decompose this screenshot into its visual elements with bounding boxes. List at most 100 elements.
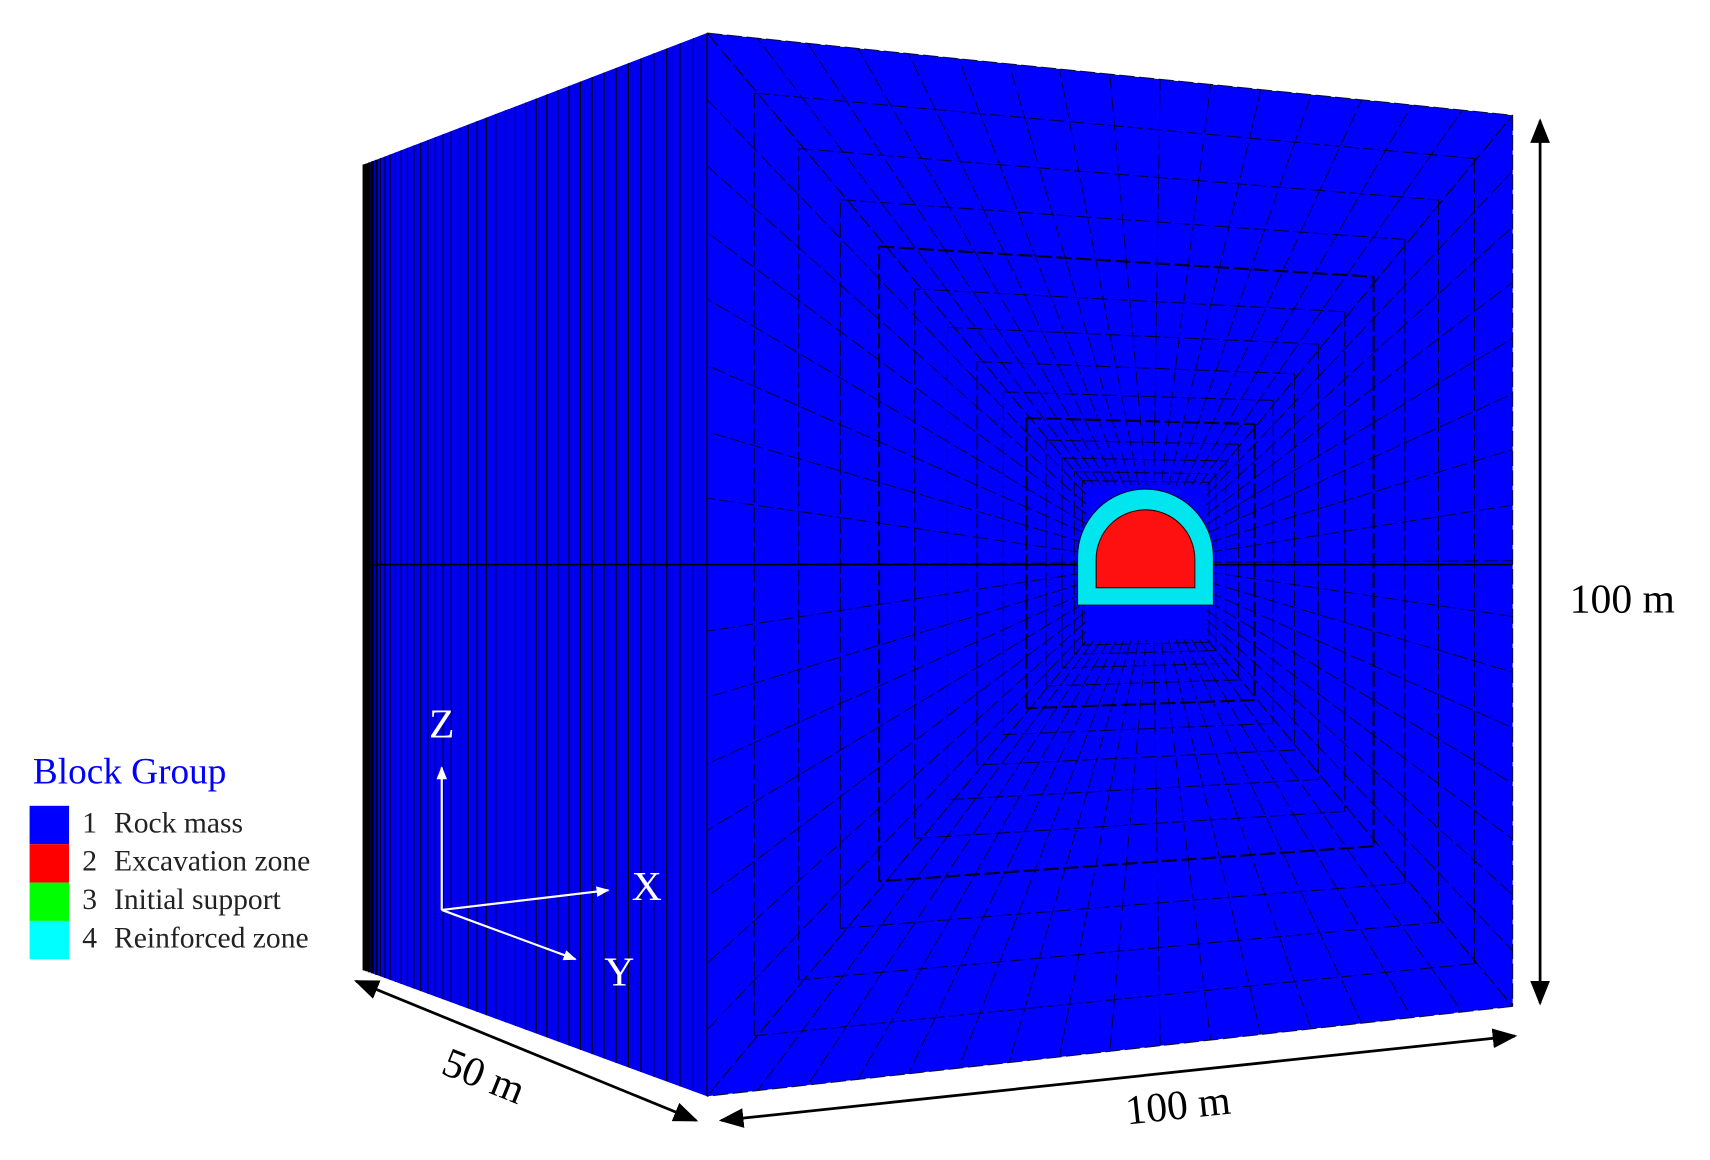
front-mesh-line: [1026, 698, 1255, 710]
excavation-zone: [1095, 509, 1196, 589]
front-mesh-line: [706, 32, 1513, 116]
front-mesh-line: [1206, 337, 1513, 525]
legend-number: 3: [82, 884, 97, 916]
front-mesh-line: [1206, 590, 1513, 729]
front-mesh-line: [1206, 628, 1514, 952]
legend-number: 1: [82, 807, 97, 839]
front-mesh-line: [976, 361, 1295, 375]
height-label: 100 m: [1570, 577, 1675, 623]
depth-arrow: [353, 979, 699, 1122]
front-mesh-line: [857, 640, 1109, 1080]
mesh: [362, 32, 1514, 1097]
front-mesh-line: [1160, 84, 1212, 486]
front-mesh-line: [1160, 639, 1212, 1041]
front-mesh-line: [1168, 89, 1262, 486]
depth-label: 50 m: [436, 1040, 532, 1114]
front-mesh-line: [1109, 74, 1147, 486]
front-mesh-line: [1206, 560, 1513, 563]
front-mesh-line: [1003, 391, 1274, 401]
front-mesh-line: [1206, 580, 1513, 673]
legend-swatch: [29, 882, 70, 921]
front-mesh-line: [1168, 639, 1262, 1035]
front-mesh-line: [857, 48, 1109, 485]
front-mesh-line: [1045, 439, 1239, 445]
front-mesh-line: [958, 58, 1124, 485]
front-mesh-line: [706, 298, 1086, 524]
front-mesh-line: [908, 640, 1117, 1075]
front-mesh-line: [1198, 109, 1463, 486]
front-mesh-line: [706, 611, 1086, 898]
front-mesh-line: [706, 572, 1086, 632]
front-mesh-line: [1183, 99, 1363, 486]
front-mesh-line: [706, 601, 1086, 831]
front-mesh-line: [1059, 640, 1139, 1058]
front-mesh-line: [706, 431, 1086, 544]
front-mesh-line: [1206, 226, 1513, 506]
legend-title: Block Group: [33, 752, 226, 793]
front-mesh-line: [706, 497, 1086, 554]
width-label: 100 m: [1123, 1078, 1232, 1135]
legend-label: Reinforced zone: [114, 922, 309, 954]
front-mesh-line: [1183, 639, 1363, 1024]
legend-label: Rock mass: [114, 807, 243, 839]
front-mesh-line: [976, 749, 1295, 766]
front-mesh-line: [1206, 638, 1514, 1007]
legend-label: Initial support: [114, 884, 282, 916]
front-mesh-line: [706, 582, 1086, 698]
width-arrow: [718, 1028, 1518, 1128]
front-mesh-line: [798, 148, 1439, 201]
legend-number: 2: [82, 846, 97, 878]
front-mesh-line: [707, 562, 1086, 566]
front-mesh-line: [1191, 638, 1413, 1018]
front-mesh-line: [798, 921, 1439, 981]
x-axis-label: X: [632, 864, 662, 910]
front-mesh-line: [914, 811, 1345, 839]
legend-number: 4: [82, 922, 97, 954]
front-mesh-line: [1206, 393, 1513, 534]
front-mesh-line: [1206, 571, 1513, 617]
front-mesh-line: [1198, 638, 1463, 1013]
front-mesh-line: [1206, 609, 1513, 840]
y-axis: [441, 908, 577, 961]
x-axis: [441, 886, 610, 912]
tunnel: [1076, 488, 1214, 606]
front-mesh-line: [1206, 114, 1514, 487]
front-mesh-line: [1059, 68, 1139, 485]
legend-swatch: [29, 844, 70, 883]
legend-label: Excavation zone: [114, 846, 310, 878]
front-mesh-line: [807, 640, 1102, 1086]
front-mesh-line: [1175, 94, 1312, 486]
front-mesh-line: [1206, 281, 1513, 515]
z-axis-label: Z: [429, 702, 454, 748]
front-mesh-line: [1045, 679, 1239, 687]
front-mesh-line: [807, 43, 1102, 485]
front-mesh-line: [914, 288, 1345, 313]
y-axis-label: Y: [604, 949, 634, 995]
front-mesh-line: [1191, 104, 1413, 486]
front-mesh-line: [958, 640, 1124, 1069]
front-mesh-line: [1206, 600, 1513, 784]
front-mesh-line: [1175, 639, 1312, 1030]
legend-swatch: [29, 805, 70, 845]
front-mesh-line: [757, 37, 1094, 485]
front-mesh-line: [706, 631, 1087, 1031]
front-mesh-line: [706, 591, 1086, 765]
front-mesh-line: [1026, 416, 1255, 426]
front-mesh-line: [706, 165, 1086, 505]
front-mesh-line: [1003, 722, 1274, 736]
legend-swatch: [29, 920, 70, 960]
front-mesh-line: [1008, 63, 1132, 485]
front-mesh-line: [706, 364, 1086, 534]
front-mesh-line: [1109, 640, 1147, 1052]
front-mesh-line: [1206, 619, 1513, 896]
front-mesh-line: [1206, 504, 1513, 554]
front-mesh-line: [706, 621, 1086, 964]
front-mesh-line: [908, 53, 1117, 485]
front-mesh-line: [1206, 449, 1513, 544]
front-mesh-line: [757, 641, 1094, 1091]
legend: 1 Rock mass 2 Excavation zone 3 Initial suppo…: [29, 805, 310, 960]
front-mesh-line: [706, 99, 1087, 495]
front-mesh-line: [1206, 170, 1514, 496]
